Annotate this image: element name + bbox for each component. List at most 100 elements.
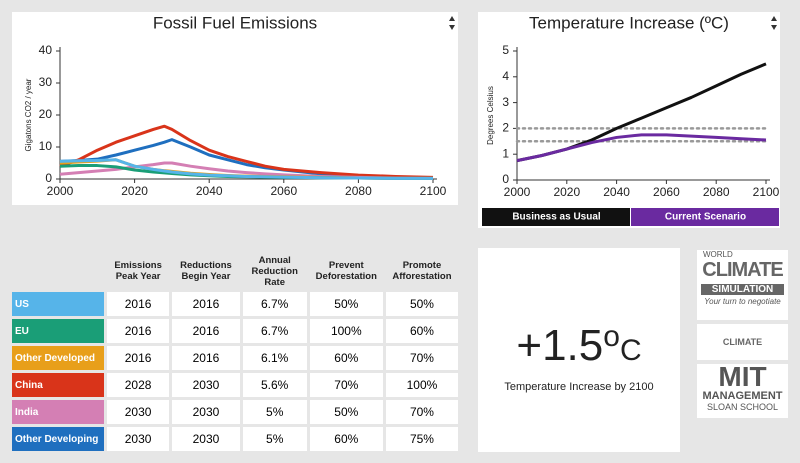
logo-mit: MIT MANAGEMENT SLOAN SCHOOL (697, 361, 788, 418)
y-tick-label: 1 (502, 146, 509, 160)
table-cell: 2030 (107, 400, 170, 424)
table-cell: 60% (309, 346, 383, 370)
table-cell: 5% (242, 400, 307, 424)
table-cell: 50% (309, 292, 383, 316)
table-cell: 6.7% (242, 292, 307, 316)
y-tick-label: 40 (39, 43, 53, 57)
y-tick-label: 0 (502, 172, 509, 186)
table-cell: 2016 (107, 292, 170, 316)
table-row: EU 2016 2016 6.7% 100% 60% (12, 319, 458, 343)
header-cell: Emissions Peak Year (114, 260, 162, 282)
table-cell: 5.6% (242, 373, 307, 397)
result-panel: +1.5oC Temperature Increase by 2100 (478, 248, 680, 452)
table-cell: 100% (385, 373, 458, 397)
table-cell: 2030 (172, 400, 240, 424)
table-cell: 50% (385, 292, 458, 316)
y-axis-label: Gigatons CO2 / year (24, 78, 33, 151)
table-cell: 70% (385, 346, 458, 370)
region-name: India (12, 400, 104, 424)
result-degree: o (603, 320, 620, 353)
sort-arrow (771, 16, 777, 21)
logo-text: Your turn to negotiate (704, 297, 781, 306)
x-tick-label: 2020 (121, 184, 148, 198)
x-tick-label: 2040 (196, 184, 223, 198)
result-number: +1.5 (516, 321, 604, 370)
header-cell: Reductions Begin Year (180, 260, 232, 282)
region-name: EU (12, 319, 104, 343)
table-cell: 75% (385, 427, 458, 451)
y-tick-label: 2 (502, 121, 509, 135)
header-row: Emissions Peak Year Reductions Begin Year… (12, 253, 458, 289)
x-tick-label: 2060 (270, 184, 297, 198)
table-cell: 50% (309, 400, 383, 424)
x-tick-label: 2020 (553, 185, 580, 199)
logo-text: SLOAN SCHOOL (706, 402, 779, 412)
y-tick-label: 0 (45, 171, 52, 185)
logo-text: MANAGEMENT (702, 390, 783, 402)
region-name: Other Developing (12, 427, 104, 451)
x-tick-label: 2100 (420, 184, 447, 198)
table-row: Other Developed 2016 2016 6.1% 60% 70% (12, 346, 458, 370)
table-cell: 2016 (107, 346, 170, 370)
table-row: Other Developing 2030 2030 5% 60% 75% (12, 427, 458, 451)
series-line (516, 133, 767, 163)
sort-arrow (449, 25, 455, 30)
table-cell: 2030 (107, 427, 170, 451)
table-cell: 60% (385, 319, 458, 343)
y-tick-label: 10 (39, 139, 53, 153)
chart-title: Fossil Fuel Emissions (153, 13, 317, 32)
table-cell: 2016 (107, 319, 170, 343)
result-unit: C (619, 334, 642, 367)
x-tick-label: 2080 (345, 184, 372, 198)
logo-text: MIT (718, 361, 767, 392)
x-tick-label: 2000 (504, 185, 531, 199)
table-cell: 2016 (172, 319, 240, 343)
y-tick-label: 20 (39, 107, 53, 121)
result-caption: Temperature Increase by 2100 (504, 381, 654, 393)
x-tick-label: 2040 (603, 185, 630, 199)
header-cell: Promote Afforestation (392, 260, 452, 282)
sort-arrow (771, 25, 777, 30)
x-tick-label: 2080 (703, 185, 730, 199)
table-cell: 2016 (172, 346, 240, 370)
table-cell: 2030 (172, 427, 240, 451)
region-name: Other Developed (12, 346, 104, 370)
y-tick-label: 3 (502, 95, 509, 109)
table-cell: 60% (309, 427, 383, 451)
header-cell: Prevent Deforestation (315, 260, 377, 282)
series-line (59, 124, 434, 179)
table-cell: 2016 (172, 292, 240, 316)
y-tick-label: 30 (39, 75, 53, 89)
table-cell: 2030 (172, 373, 240, 397)
table-cell: 6.1% (242, 346, 307, 370)
logo-text: CLIMATE (702, 259, 783, 281)
logo-wcs: WORLD CLIMATE SIMULATION Your turn to ne… (697, 250, 788, 320)
logo-ci: CLIMATE INTERACTIVE (697, 324, 788, 383)
series-line (59, 158, 433, 180)
x-tick-label: 2100 (753, 185, 780, 199)
header-cell: Annual Reduction Rate (251, 254, 298, 288)
table-row: India 2030 2030 5% 50% 70% (12, 400, 458, 424)
x-tick-label: 2000 (47, 184, 74, 198)
table-cell: 70% (385, 400, 458, 424)
legend-label: Business as Usual (512, 212, 601, 223)
result-value: +1.5oC (478, 320, 680, 371)
region-name: China (12, 373, 104, 397)
table-row: US 2016 2016 6.7% 50% 50% (12, 292, 458, 316)
series-line (516, 62, 767, 163)
table-cell: 2028 (107, 373, 170, 397)
legend-label: Current Scenario (665, 212, 746, 223)
y-axis-label: Degrees Celsius (486, 86, 495, 145)
y-tick-label: 5 (502, 43, 509, 57)
logo-text: WORLD (703, 250, 733, 259)
table-cell: 6.7% (242, 319, 307, 343)
table-cell: 70% (309, 373, 383, 397)
y-tick-label: 4 (502, 69, 509, 83)
logo-text: SIMULATION (701, 284, 784, 295)
legend-swatch (482, 208, 630, 226)
header-cell (12, 253, 104, 289)
table-cell: 100% (309, 319, 383, 343)
x-tick-label: 2060 (653, 185, 680, 199)
